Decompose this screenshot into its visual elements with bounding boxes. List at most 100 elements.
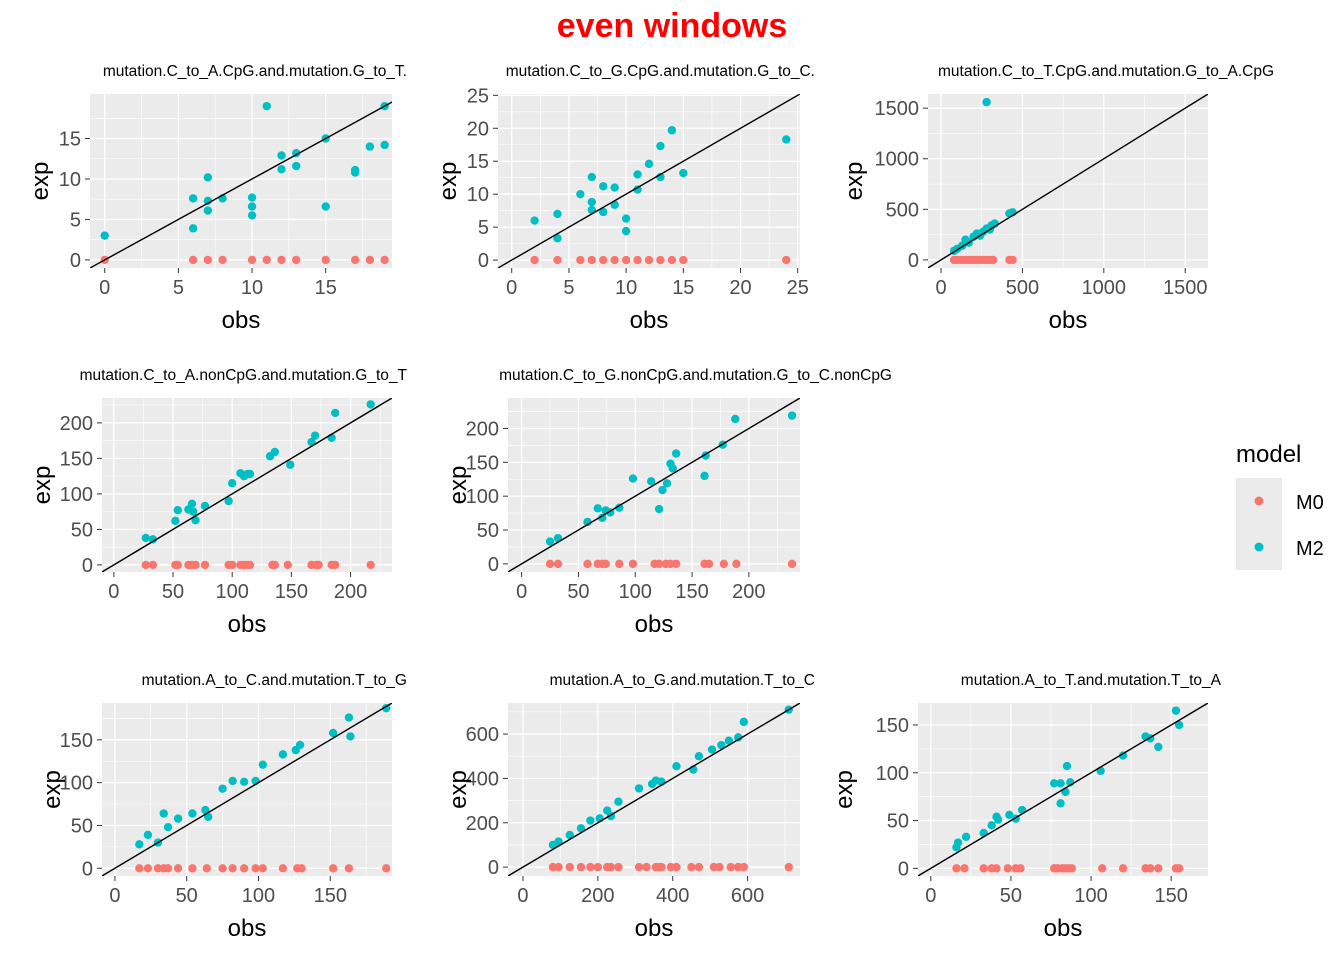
point-m2 xyxy=(621,226,631,236)
point-m0 xyxy=(726,862,735,872)
point-m2 xyxy=(228,776,237,786)
point-m0 xyxy=(330,560,340,570)
point-m0 xyxy=(960,864,969,873)
point-m2 xyxy=(593,504,602,513)
point-m2 xyxy=(982,97,991,107)
point-m2 xyxy=(200,501,210,511)
point-m2 xyxy=(321,202,330,211)
x-tick-label: 5 xyxy=(173,277,184,299)
point-m0 xyxy=(628,559,638,569)
x-tick-label: 0 xyxy=(925,885,936,907)
point-m0 xyxy=(251,864,260,873)
x-tick-label: 0 xyxy=(935,277,946,299)
y-tick-label: 50 xyxy=(887,811,909,833)
point-m2 xyxy=(1061,787,1070,797)
y-axis-label: exp xyxy=(39,770,66,809)
point-m0 xyxy=(576,255,585,265)
y-tick-label: 150 xyxy=(60,448,93,470)
point-m2 xyxy=(961,832,971,842)
x-tick-label: 0 xyxy=(517,885,528,907)
legend-key-m2 xyxy=(1254,542,1264,552)
point-m2 xyxy=(295,740,305,750)
x-axis-label: obs xyxy=(1044,915,1083,942)
panel-title: mutation.A_to_C.and.mutation.T_to_G xyxy=(142,672,407,689)
point-m0 xyxy=(262,255,271,265)
point-m0 xyxy=(382,864,391,873)
point-m2 xyxy=(668,464,677,473)
point-m2 xyxy=(656,141,665,151)
point-m2 xyxy=(667,126,677,135)
point-m2 xyxy=(173,814,183,823)
point-m2 xyxy=(553,234,562,243)
point-m2 xyxy=(270,447,280,457)
point-m2 xyxy=(310,431,320,440)
point-m2 xyxy=(277,165,286,174)
point-m2 xyxy=(224,496,233,506)
point-m2 xyxy=(218,784,227,793)
point-m2 xyxy=(188,809,197,818)
chart-panel-6: 0 50 100 150 0 50 100 150 mutation.A_to_C.and.mu… xyxy=(39,672,407,942)
point-m0 xyxy=(988,255,998,265)
point-m0 xyxy=(656,255,665,265)
y-tick-label: 150 xyxy=(60,730,93,752)
point-m0 xyxy=(365,255,375,265)
y-tick-label: 100 xyxy=(60,773,93,795)
y-tick-label: 10 xyxy=(467,184,489,206)
y-tick-label: 0 xyxy=(908,250,919,272)
point-m0 xyxy=(1067,864,1077,873)
y-tick-label: 1000 xyxy=(875,149,920,171)
y-tick-label: 400 xyxy=(466,768,499,790)
point-m2 xyxy=(188,507,198,516)
point-m0 xyxy=(545,559,555,569)
panel-title: mutation.C_to_G.nonCpG.and.mutation.G_to… xyxy=(499,367,892,384)
y-tick-label: 10 xyxy=(59,169,81,191)
chart-panel-2: 0 5 10 15 20 25 0 5 10 15 20 25 mutation.C_to_G.CpG.… xyxy=(435,63,815,334)
point-m2 xyxy=(1118,751,1128,760)
point-m2 xyxy=(993,815,1003,824)
y-tick-label: 50 xyxy=(71,815,93,837)
point-m2 xyxy=(188,224,198,233)
point-m2 xyxy=(700,471,709,481)
y-tick-label: 200 xyxy=(466,418,499,440)
point-m2 xyxy=(599,182,608,191)
diagonal-line xyxy=(508,703,800,876)
x-tick-label: 5 xyxy=(563,277,574,299)
point-m0 xyxy=(258,864,267,873)
point-m2 xyxy=(672,762,681,771)
legend-label-m2: M2 xyxy=(1296,538,1324,560)
point-m2 xyxy=(228,479,237,488)
y-tick-label: 0 xyxy=(82,555,93,577)
point-m2 xyxy=(565,830,574,840)
point-m0 xyxy=(278,864,288,873)
y-tick-label: 100 xyxy=(876,763,909,785)
x-tick-label: 200 xyxy=(732,581,765,603)
point-m2 xyxy=(679,168,688,178)
point-m2 xyxy=(201,805,210,815)
point-m0 xyxy=(719,559,729,569)
point-m0 xyxy=(163,864,173,873)
point-m2 xyxy=(694,752,704,761)
point-m0 xyxy=(314,560,323,570)
panel-title: mutation.A_to_T.and.mutation.T_to_A xyxy=(961,672,1222,689)
x-tick-label: 1500 xyxy=(1163,277,1208,299)
x-tick-label: 20 xyxy=(729,277,751,299)
point-m0 xyxy=(732,559,741,569)
panel-title: mutation.C_to_G.CpG.and.mutation.G_to_C. xyxy=(506,63,815,80)
x-axis-label: obs xyxy=(228,611,267,638)
point-m2 xyxy=(204,812,213,822)
x-tick-label: 500 xyxy=(1006,277,1039,299)
y-tick-label: 0 xyxy=(898,858,909,880)
x-tick-label: 0 xyxy=(108,581,119,603)
point-m0 xyxy=(143,864,153,873)
point-m2 xyxy=(247,193,257,202)
legend-key-m0 xyxy=(1254,496,1264,506)
point-m0 xyxy=(601,559,610,569)
point-m0 xyxy=(321,255,330,265)
y-tick-label: 15 xyxy=(59,129,81,151)
point-m2 xyxy=(634,784,644,793)
point-m2 xyxy=(366,400,375,409)
point-m0 xyxy=(642,862,651,872)
point-m0 xyxy=(554,862,563,872)
point-m2 xyxy=(628,474,638,483)
x-tick-label: 150 xyxy=(1154,885,1187,907)
